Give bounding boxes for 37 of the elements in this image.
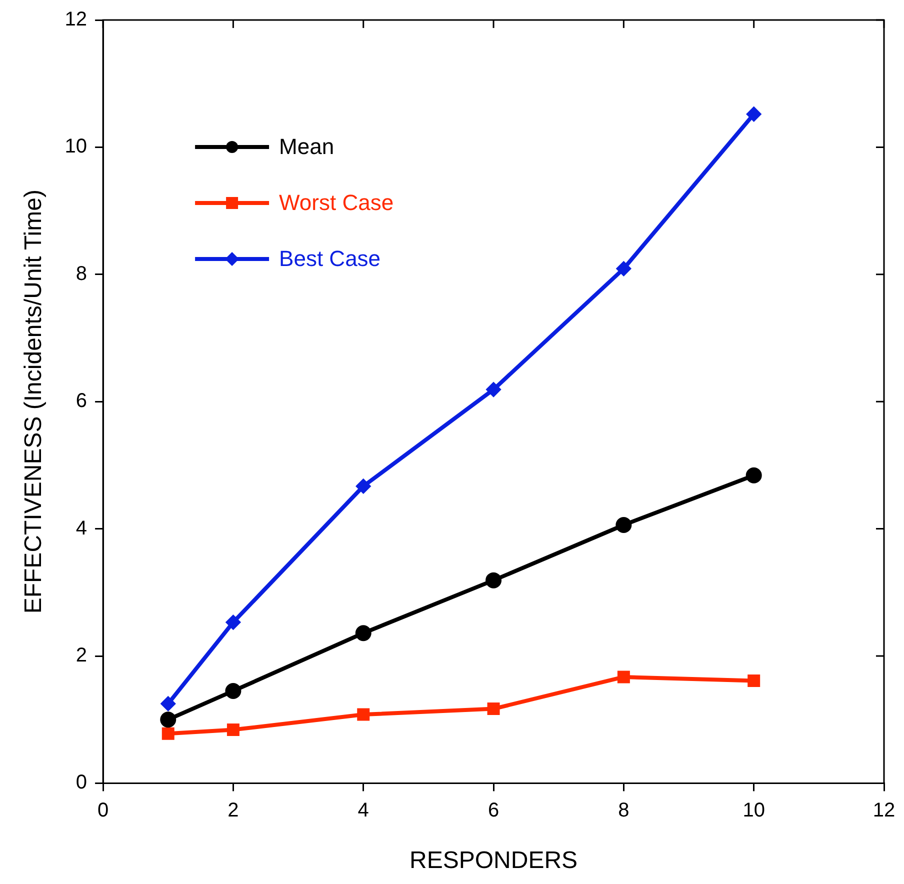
y-tick-label: 12	[64, 8, 88, 31]
x-tick-label: 4	[358, 800, 369, 822]
x-tick-label: 2	[228, 800, 239, 822]
point	[616, 516, 632, 533]
legend-label: Best Case	[279, 246, 381, 272]
point	[617, 670, 630, 684]
point	[161, 696, 176, 711]
y-axis-title: EFFECTIVENESS (Incidents/Unit Time)	[20, 190, 48, 614]
point	[746, 467, 762, 484]
point	[746, 107, 761, 122]
y-tick-label: 2	[76, 644, 88, 667]
y-tick-label: 6	[76, 390, 88, 412]
point	[357, 708, 370, 721]
point	[356, 479, 370, 494]
x-tick-label: 10	[742, 800, 765, 822]
x-axis-title: RESPONDERS	[410, 847, 578, 874]
legend-label: Mean	[279, 134, 334, 160]
x-tick-label: 0	[97, 800, 109, 822]
point	[160, 712, 176, 728]
point	[226, 615, 240, 630]
point	[355, 625, 372, 642]
legend-label: Worst Case	[279, 190, 394, 216]
y-tick-label: 8	[76, 262, 88, 285]
point	[226, 724, 240, 736]
y-tick-label: 0	[76, 772, 88, 794]
point	[486, 382, 501, 397]
point	[487, 702, 500, 716]
x-tick-label: 6	[488, 800, 500, 822]
point	[616, 262, 631, 276]
point	[225, 682, 242, 699]
point	[162, 727, 174, 740]
point	[486, 572, 502, 588]
x-tick-label: 12	[872, 800, 896, 822]
point	[748, 674, 760, 688]
x-tick-label: 8	[618, 800, 630, 822]
y-tick-label: 10	[64, 136, 88, 158]
y-tick-label: 4	[76, 517, 88, 540]
